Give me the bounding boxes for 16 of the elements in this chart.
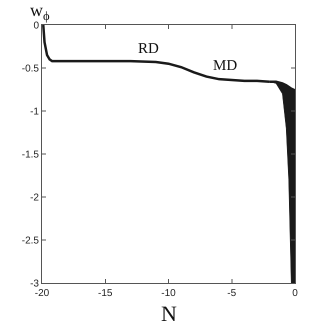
x-tick-label: -15	[98, 288, 113, 299]
y-tick-label: -3	[30, 278, 40, 290]
y-tick-label: -1.5	[22, 150, 40, 160]
x-tick-label: -5	[227, 288, 237, 299]
annotation: RD	[138, 41, 160, 57]
annotation: MD	[213, 58, 238, 74]
y-tick-label: 0	[33, 20, 40, 32]
y-tick-label: -1	[30, 106, 40, 118]
y-tick-label: -2	[30, 192, 40, 204]
x-axis-title: N	[161, 301, 177, 326]
y-tick-label: -0.5	[22, 64, 40, 74]
x-tick-label: -10	[161, 288, 176, 299]
x-tick-label: 0	[292, 288, 298, 299]
y-axis-title: w$_{ϕ}$	[30, 0, 50, 23]
x-tick-label: -20	[34, 288, 50, 299]
y-tick-label: -2.5	[22, 236, 40, 246]
